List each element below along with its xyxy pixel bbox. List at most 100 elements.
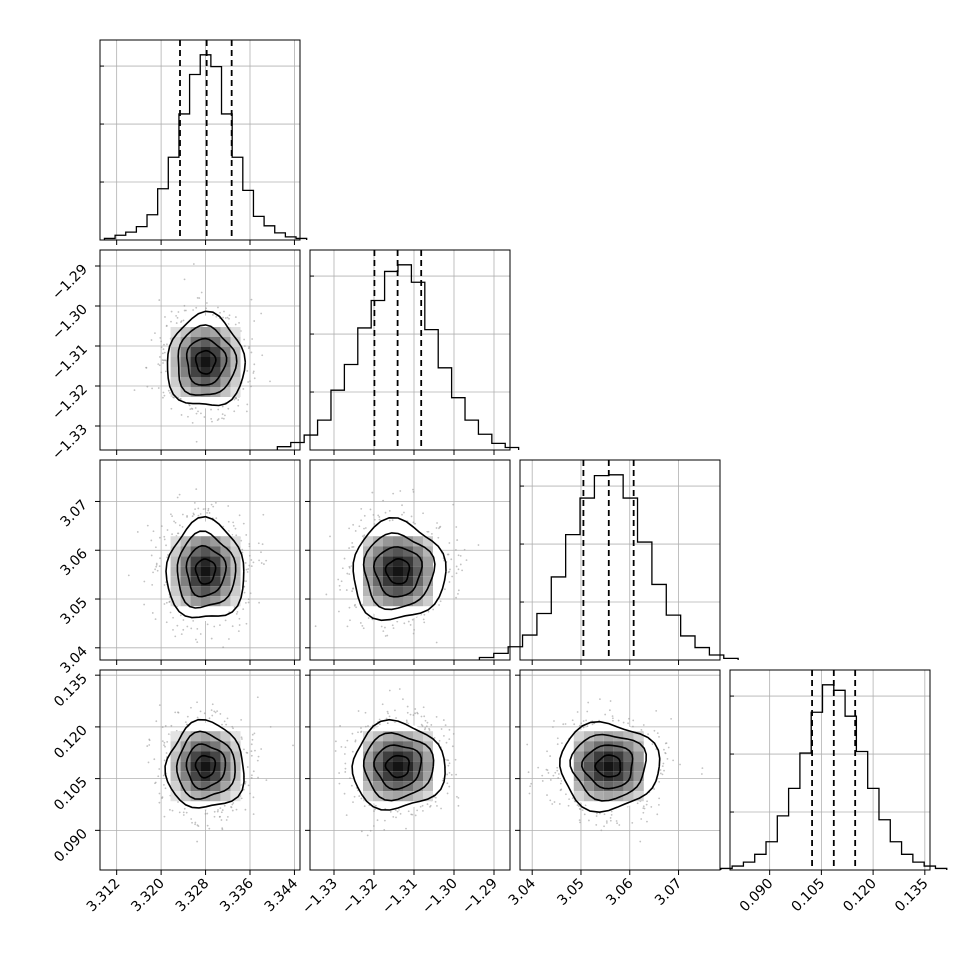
sample-point xyxy=(171,533,173,536)
sample-point xyxy=(576,804,579,806)
sample-point xyxy=(247,347,250,350)
sample-point xyxy=(353,604,356,607)
density-cell xyxy=(633,761,644,772)
sample-point xyxy=(143,580,146,583)
sample-point xyxy=(195,488,198,491)
sample-point xyxy=(457,592,459,595)
sample-point xyxy=(164,359,167,362)
sample-point xyxy=(405,719,408,722)
sample-point xyxy=(622,721,625,724)
sample-point xyxy=(150,339,153,341)
density-contour xyxy=(373,744,423,791)
sample-point xyxy=(661,773,664,776)
sample-point xyxy=(163,584,166,586)
sample-point xyxy=(219,311,221,314)
sample-point xyxy=(454,758,457,761)
density-cell xyxy=(180,377,191,387)
density-cell xyxy=(413,731,423,742)
sample-point xyxy=(237,399,240,401)
sample-point xyxy=(579,821,581,824)
sample-point xyxy=(165,325,168,328)
sample-point xyxy=(406,711,409,714)
sample-point xyxy=(578,808,581,810)
sample-point xyxy=(145,366,147,369)
sample-point xyxy=(205,307,208,310)
sample-point xyxy=(373,518,376,521)
sample-point xyxy=(238,624,241,626)
density-contour xyxy=(185,743,227,791)
x-tick-label: −1.33 xyxy=(299,876,341,918)
density-cell xyxy=(413,586,423,597)
density-cell xyxy=(200,741,211,752)
sample-point xyxy=(245,580,247,583)
sample-point xyxy=(527,771,530,774)
density-cell xyxy=(170,337,181,347)
sample-point xyxy=(157,387,160,389)
density-contour xyxy=(177,324,238,396)
sample-point xyxy=(176,624,179,627)
density-cell xyxy=(180,596,191,607)
sample-point xyxy=(382,630,385,633)
density-cell xyxy=(373,751,383,762)
density-contour xyxy=(372,546,423,598)
sample-point xyxy=(392,627,395,630)
density-cell xyxy=(583,781,594,792)
sample-point xyxy=(245,622,248,625)
sample-point xyxy=(162,774,165,777)
sample-point xyxy=(226,717,229,720)
sample-point xyxy=(242,788,245,791)
sample-point xyxy=(551,803,554,805)
sample-point xyxy=(136,531,139,533)
sample-point xyxy=(238,514,241,517)
sample-point xyxy=(427,530,430,533)
sample-point xyxy=(646,800,648,803)
sample-point xyxy=(608,709,611,712)
density-cell xyxy=(190,731,201,742)
panel-frame xyxy=(99,249,301,451)
sample-point xyxy=(349,619,351,622)
sample-point xyxy=(246,752,249,754)
density-cell xyxy=(593,761,604,772)
density-cell xyxy=(200,761,211,772)
sample-point xyxy=(438,739,441,742)
sample-point xyxy=(158,704,161,707)
density-cell xyxy=(613,731,624,742)
density-cell xyxy=(363,791,373,802)
sample-point xyxy=(194,821,197,824)
density-cell xyxy=(180,566,191,577)
sample-point xyxy=(171,515,173,518)
sample-point xyxy=(588,819,590,822)
density-cell xyxy=(393,576,403,587)
sample-point xyxy=(211,703,214,706)
sample-point xyxy=(465,559,468,562)
sample-point xyxy=(679,763,681,766)
sample-point xyxy=(610,813,613,816)
sample-point xyxy=(244,345,246,347)
sample-point xyxy=(405,827,407,830)
y-tick-label: 0.105 xyxy=(51,774,91,814)
sample-point xyxy=(414,522,416,525)
density-cell xyxy=(623,771,634,782)
sample-point xyxy=(627,722,629,725)
density-cell xyxy=(393,586,403,597)
sample-point xyxy=(232,524,235,527)
sample-point xyxy=(434,800,437,803)
sample-point xyxy=(631,821,634,824)
sample-point xyxy=(166,343,168,346)
sample-point xyxy=(455,795,458,798)
density-cell xyxy=(413,751,423,762)
sample-point xyxy=(206,812,209,815)
sample-point xyxy=(160,340,163,343)
density-cell xyxy=(573,731,584,742)
sample-point xyxy=(552,774,555,777)
sample-point xyxy=(252,813,255,815)
sample-point xyxy=(196,701,198,704)
sample-point xyxy=(357,731,359,734)
sample-point xyxy=(185,309,187,312)
sample-point xyxy=(162,396,164,399)
sample-point xyxy=(246,571,249,573)
sample-point xyxy=(360,731,362,734)
sample-point xyxy=(378,718,381,721)
sample-point xyxy=(351,750,354,753)
sample-point xyxy=(256,759,259,762)
